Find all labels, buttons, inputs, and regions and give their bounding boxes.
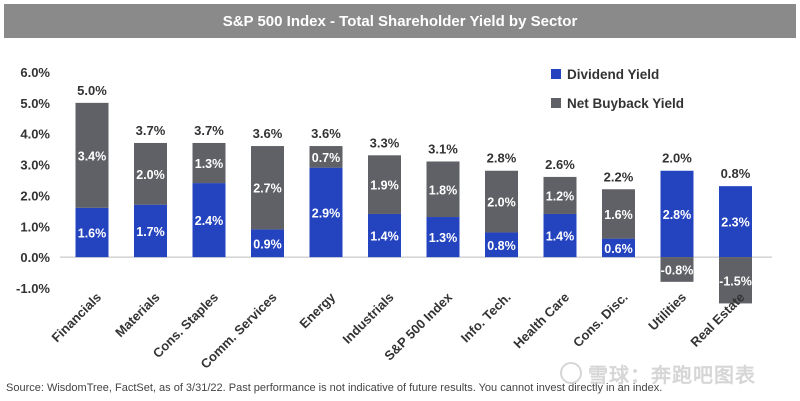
total-yield-label: 3.7% bbox=[194, 123, 224, 138]
category-label: Health Care bbox=[510, 290, 572, 352]
net-buyback-yield-bar bbox=[75, 102, 109, 208]
legend-swatch bbox=[551, 98, 561, 108]
dividend-yield-label: 1.3% bbox=[429, 231, 458, 245]
dividend-yield-bar bbox=[368, 213, 401, 258]
dividend-yield-bar bbox=[426, 217, 460, 258]
net-buyback-yield-bar bbox=[134, 142, 167, 205]
source-footnote: Source: WisdomTree, FactSet, as of 3/31/… bbox=[6, 382, 663, 394]
chart-title-bar: S&P 500 Index - Total Shareholder Yield … bbox=[4, 4, 796, 38]
net-buyback-yield-bar bbox=[602, 189, 635, 239]
dividend-yield-bar bbox=[134, 204, 167, 258]
dividend-yield-label: 0.9% bbox=[253, 237, 282, 251]
total-yield-label: 2.2% bbox=[604, 169, 634, 184]
dividend-yield-label: 0.8% bbox=[487, 239, 516, 253]
category-label: Energy bbox=[296, 289, 338, 331]
dividend-yield-bar bbox=[251, 229, 284, 258]
dividend-yield-label: 1.4% bbox=[546, 230, 575, 244]
net-buyback-yield-label: 3.4% bbox=[78, 149, 107, 163]
chart-title: S&P 500 Index - Total Shareholder Yield … bbox=[222, 12, 578, 30]
net-buyback-yield-label: 1.6% bbox=[604, 208, 633, 222]
category-label: Industrials bbox=[340, 290, 397, 347]
total-yield-label: 3.6% bbox=[311, 126, 341, 141]
y-tick-label: 1.0% bbox=[20, 219, 50, 234]
category-label: Financials bbox=[49, 290, 105, 346]
net-buyback-yield-bar bbox=[192, 142, 226, 184]
dividend-yield-bar bbox=[75, 207, 109, 258]
total-yield-label: 3.6% bbox=[253, 126, 283, 141]
dividend-yield-bar bbox=[660, 170, 694, 258]
net-buyback-yield-label: 0.7% bbox=[312, 151, 341, 165]
net-buyback-yield-bar bbox=[660, 257, 694, 282]
category-label: Info. Tech. bbox=[458, 290, 514, 346]
total-yield-label: 2.0% bbox=[662, 151, 692, 166]
y-tick-label: 6.0% bbox=[20, 65, 50, 80]
net-buyback-yield-bar bbox=[543, 176, 577, 214]
net-buyback-yield-bar bbox=[251, 146, 284, 230]
dividend-yield-label: 0.6% bbox=[604, 242, 633, 256]
dividend-yield-label: 1.6% bbox=[78, 226, 107, 240]
y-tick-label: 4.0% bbox=[20, 127, 50, 142]
category-label: Cons. Disc. bbox=[570, 290, 631, 351]
dividend-yield-label: 2.9% bbox=[312, 206, 341, 220]
dividend-yield-label: 2.8% bbox=[663, 208, 692, 222]
net-buyback-yield-label: 1.3% bbox=[195, 157, 224, 171]
net-buyback-yield-label: -1.5% bbox=[719, 274, 752, 288]
net-buyback-yield-label: -0.8% bbox=[661, 263, 694, 277]
y-tick-label: 3.0% bbox=[20, 158, 50, 173]
dividend-yield-bar bbox=[719, 186, 752, 258]
category-label: Real Estate bbox=[687, 290, 747, 350]
net-buyback-yield-label: 1.2% bbox=[546, 189, 575, 203]
total-yield-label: 2.8% bbox=[487, 151, 517, 166]
legend-swatch bbox=[551, 69, 561, 79]
net-buyback-yield-label: 2.0% bbox=[487, 196, 516, 210]
dividend-yield-bar bbox=[309, 167, 343, 258]
net-buyback-yield-bar bbox=[426, 161, 460, 218]
dividend-yield-bar bbox=[543, 213, 577, 258]
dividend-yield-label: 1.7% bbox=[136, 225, 165, 239]
net-buyback-yield-label: 1.8% bbox=[429, 183, 458, 197]
total-yield-label: 3.3% bbox=[370, 135, 400, 150]
category-label: Materials bbox=[112, 290, 162, 340]
category-label: Utilities bbox=[645, 290, 689, 334]
y-tick-label: -1.0% bbox=[16, 281, 50, 296]
legend-label: Net Buyback Yield bbox=[567, 96, 684, 111]
net-buyback-yield-label: 2.7% bbox=[253, 182, 282, 196]
net-buyback-yield-bar bbox=[719, 257, 752, 304]
net-buyback-yield-bar bbox=[309, 146, 343, 168]
y-tick-label: 5.0% bbox=[20, 96, 50, 111]
watermark: 雪球：奔跑吧图表 bbox=[560, 360, 792, 387]
net-buyback-yield-bar bbox=[368, 155, 401, 214]
dividend-yield-label: 2.4% bbox=[195, 214, 224, 228]
total-yield-label: 3.7% bbox=[136, 123, 166, 138]
legend-label: Dividend Yield bbox=[567, 67, 659, 82]
watermark-text: 雪球：奔跑吧图表 bbox=[588, 364, 756, 387]
dividend-yield-label: 1.4% bbox=[370, 230, 399, 244]
watermark-logo-icon bbox=[560, 362, 582, 384]
total-yield-label: 2.6% bbox=[545, 157, 575, 172]
dividend-yield-bar bbox=[602, 238, 635, 258]
total-yield-label: 5.0% bbox=[77, 83, 107, 98]
total-yield-label: 3.1% bbox=[428, 141, 458, 156]
net-buyback-yield-bar bbox=[485, 170, 518, 233]
y-tick-label: 0.0% bbox=[20, 250, 50, 265]
dividend-yield-bar bbox=[192, 183, 226, 258]
dividend-yield-label: 2.3% bbox=[721, 216, 750, 230]
y-tick-label: 2.0% bbox=[20, 188, 50, 203]
net-buyback-yield-label: 2.0% bbox=[136, 168, 165, 182]
total-yield-label: 0.8% bbox=[721, 166, 751, 181]
net-buyback-yield-label: 1.9% bbox=[370, 179, 399, 193]
dividend-yield-bar bbox=[485, 232, 518, 258]
